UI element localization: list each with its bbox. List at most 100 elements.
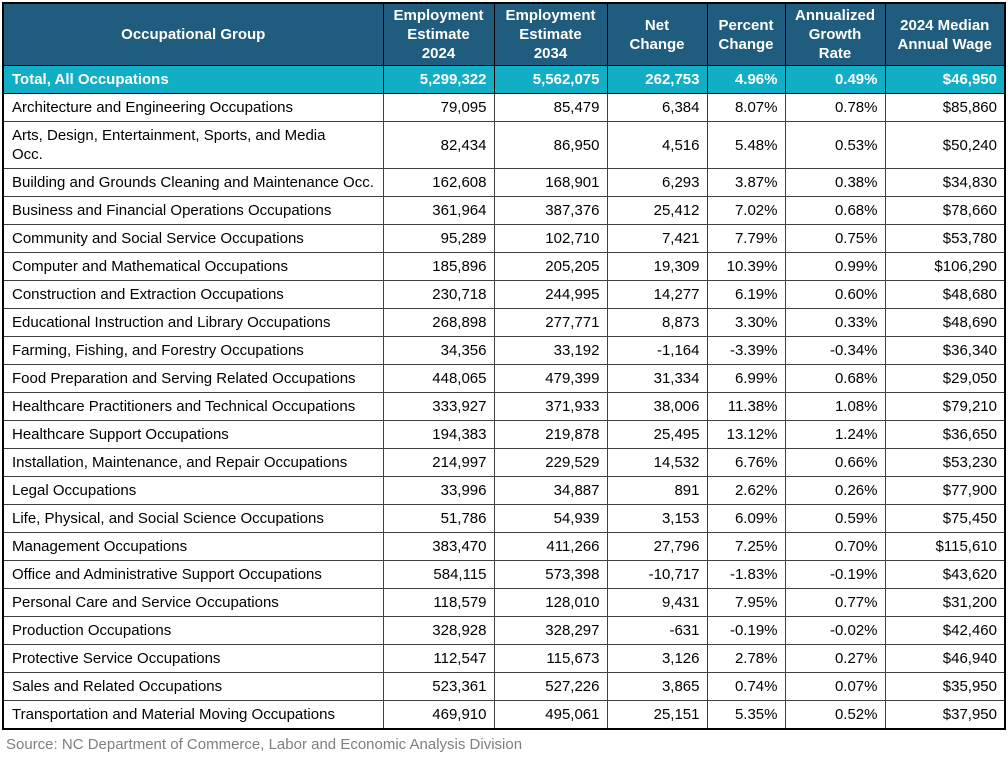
cell-value: 5,562,075	[493, 65, 608, 94]
cell-value: 25,412	[606, 196, 708, 225]
table-row: Management Occupations 383,470 411,266 27,7…	[2, 532, 1006, 561]
cell-value: $50,240	[884, 121, 1006, 169]
row-label: Architecture and Engineering Occupations	[2, 93, 384, 122]
cell-value: 3,126	[606, 644, 708, 673]
table-row: Architecture and Engineering Occupations…	[2, 93, 1006, 122]
cell-value: 7.95%	[706, 588, 786, 617]
cell-value: 3.30%	[706, 308, 786, 337]
row-label: Office and Administrative Support Occupa…	[2, 560, 384, 589]
cell-value: -1.83%	[706, 560, 786, 589]
cell-value: 85,479	[493, 93, 608, 122]
cell-value: 3,153	[606, 504, 708, 533]
table-row: Building and Grounds Cleaning and Mainte…	[2, 168, 1006, 197]
cell-value: 4.96%	[706, 65, 786, 94]
cell-value: $37,950	[884, 700, 1006, 730]
table-row: Community and Social Service Occupations…	[2, 224, 1006, 253]
row-label: Healthcare Support Occupations	[2, 420, 384, 449]
row-label: Life, Physical, and Social Science Occup…	[2, 504, 384, 533]
cell-value: 0.59%	[784, 504, 886, 533]
column-header: 2024 Median Annual Wage	[884, 2, 1006, 66]
cell-value: 51,786	[382, 504, 495, 533]
row-label: Community and Social Service Occupations	[2, 224, 384, 253]
row-label: Management Occupations	[2, 532, 384, 561]
row-label: Protective Service Occupations	[2, 644, 384, 673]
row-label: Installation, Maintenance, and Repair Oc…	[2, 448, 384, 477]
cell-value: 328,297	[493, 616, 608, 645]
cell-value: 6.09%	[706, 504, 786, 533]
table-row: Production Occupations 328,928 328,297 -631…	[2, 616, 1006, 645]
cell-value: -1,164	[606, 336, 708, 365]
cell-value: 86,950	[493, 121, 608, 169]
cell-value: 11.38%	[706, 392, 786, 421]
table-body: Total, All Occupations 5,299,322 5,562,075…	[2, 65, 1006, 730]
cell-value: 262,753	[606, 65, 708, 94]
cell-value: 0.26%	[784, 476, 886, 505]
column-header: Net Change	[606, 2, 708, 66]
cell-value: 0.75%	[784, 224, 886, 253]
cell-value: 214,997	[382, 448, 495, 477]
cell-value: 185,896	[382, 252, 495, 281]
cell-value: 573,398	[493, 560, 608, 589]
cell-value: 0.99%	[784, 252, 886, 281]
cell-value: 448,065	[382, 364, 495, 393]
cell-value: 333,927	[382, 392, 495, 421]
cell-value: 5.48%	[706, 121, 786, 169]
employment-projections-page: Occupational Group Employment Estimate 20…	[2, 2, 1006, 753]
cell-value: $78,660	[884, 196, 1006, 225]
row-label: Building and Grounds Cleaning and Mainte…	[2, 168, 384, 197]
table-row: Installation, Maintenance, and Repair Oc…	[2, 448, 1006, 477]
cell-value: $48,680	[884, 280, 1006, 309]
cell-value: $106,290	[884, 252, 1006, 281]
cell-value: -0.34%	[784, 336, 886, 365]
cell-value: -10,717	[606, 560, 708, 589]
cell-value: 268,898	[382, 308, 495, 337]
row-label: Arts, Design, Entertainment, Sports, and…	[2, 121, 384, 169]
column-header: Occupational Group	[2, 2, 384, 66]
cell-value: 0.68%	[784, 364, 886, 393]
cell-value: 2.78%	[706, 644, 786, 673]
cell-value: 0.77%	[784, 588, 886, 617]
table-row: Healthcare Practitioners and Technical O…	[2, 392, 1006, 421]
table-row: Sales and Related Occupations 523,361 527,…	[2, 672, 1006, 701]
cell-value: 523,361	[382, 672, 495, 701]
cell-value: $46,940	[884, 644, 1006, 673]
cell-value: 5.35%	[706, 700, 786, 730]
cell-value: -3.39%	[706, 336, 786, 365]
cell-value: 1.24%	[784, 420, 886, 449]
cell-value: 162,608	[382, 168, 495, 197]
cell-value: 54,939	[493, 504, 608, 533]
cell-value: 328,928	[382, 616, 495, 645]
table-row: Office and Administrative Support Occupa…	[2, 560, 1006, 589]
cell-value: 0.68%	[784, 196, 886, 225]
cell-value: $29,050	[884, 364, 1006, 393]
row-label: Personal Care and Service Occupations	[2, 588, 384, 617]
table-row: Transportation and Material Moving Occup…	[2, 700, 1006, 730]
table-row: Life, Physical, and Social Science Occup…	[2, 504, 1006, 533]
cell-value: 6.76%	[706, 448, 786, 477]
cell-value: 527,226	[493, 672, 608, 701]
cell-value: 79,095	[382, 93, 495, 122]
cell-value: 891	[606, 476, 708, 505]
cell-value: 34,887	[493, 476, 608, 505]
cell-value: 479,399	[493, 364, 608, 393]
cell-value: 230,718	[382, 280, 495, 309]
cell-value: 469,910	[382, 700, 495, 730]
source-note: Source: NC Department of Commerce, Labor…	[6, 736, 523, 753]
cell-value: 3.87%	[706, 168, 786, 197]
cell-value: 1.08%	[784, 392, 886, 421]
cell-value: $77,900	[884, 476, 1006, 505]
cell-value: 27,796	[606, 532, 708, 561]
cell-value: 168,901	[493, 168, 608, 197]
cell-value: 82,434	[382, 121, 495, 169]
cell-value: 34,356	[382, 336, 495, 365]
cell-value: 9,431	[606, 588, 708, 617]
table-row: Educational Instruction and Library Occu…	[2, 308, 1006, 337]
row-label: Production Occupations	[2, 616, 384, 645]
cell-value: 31,334	[606, 364, 708, 393]
row-label: Educational Instruction and Library Occu…	[2, 308, 384, 337]
cell-value: 6.19%	[706, 280, 786, 309]
header-row: Occupational Group Employment Estimate 20…	[2, 2, 1006, 66]
cell-value: $79,210	[884, 392, 1006, 421]
cell-value: $53,780	[884, 224, 1006, 253]
cell-value: 0.70%	[784, 532, 886, 561]
